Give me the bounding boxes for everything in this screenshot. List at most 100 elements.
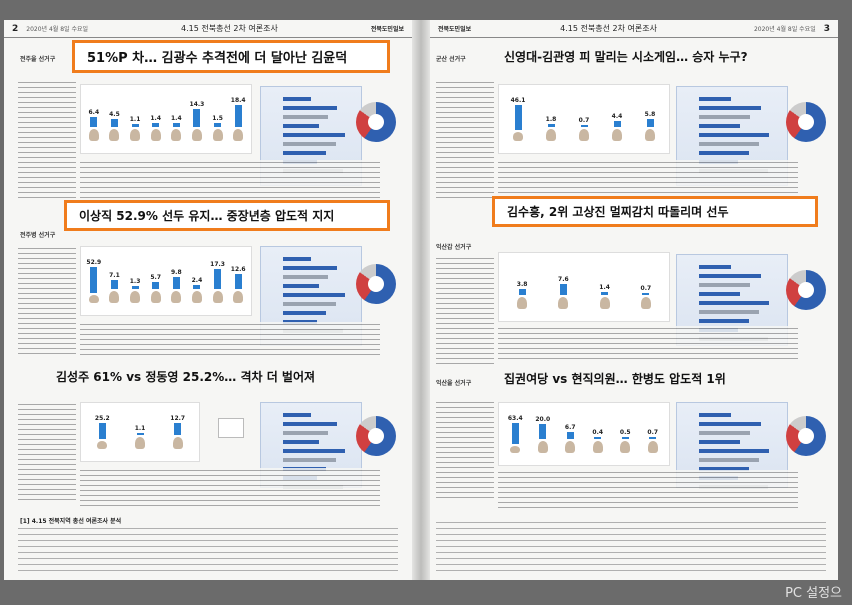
demographic-bar xyxy=(699,458,759,462)
bar xyxy=(649,437,657,439)
paper-name: 전북도민일보 xyxy=(370,26,404,33)
candidate-photo xyxy=(517,297,528,309)
page-header: 2 2020년 4월 8일 수요일 4.15 전북총선 2차 여론조사 전북도민… xyxy=(4,20,412,38)
page-gutter xyxy=(412,20,430,580)
bar xyxy=(559,283,567,295)
chart-bar-item: 18.4 xyxy=(229,97,247,141)
bar xyxy=(594,437,602,439)
ballot-box-image xyxy=(218,418,244,438)
bar-value-label: 12.6 xyxy=(230,265,246,273)
chart-bar-item: 7.6 xyxy=(544,265,582,309)
bar-chart: 46.1 1.8 0.7 4.4 5.8 xyxy=(498,84,670,154)
bar xyxy=(110,280,118,289)
bar-chart: 3.8 7.6 1.4 0.7 xyxy=(498,252,670,322)
demographic-bar xyxy=(699,292,740,296)
article-text xyxy=(18,246,76,356)
candidate-photo xyxy=(212,129,223,141)
article-text xyxy=(498,470,798,510)
candidate-photo xyxy=(546,129,556,141)
bar xyxy=(214,269,222,289)
bar-value-label: 1.4 xyxy=(599,284,610,292)
candidate-photo xyxy=(592,441,603,453)
demographic-bar xyxy=(699,274,761,278)
chart-bar-item: 1.8 xyxy=(536,97,566,141)
chart-bar-item: 2.4 xyxy=(188,259,206,303)
demographic-bar xyxy=(283,124,319,128)
candidate-photo xyxy=(88,129,99,141)
demographic-bar xyxy=(283,293,345,297)
demographic-bar xyxy=(283,275,328,279)
watermark-text: PC 설정으 xyxy=(785,586,842,601)
candidate-photo xyxy=(150,291,161,303)
candidate-photo xyxy=(565,441,576,453)
bar-value-label: 7.1 xyxy=(109,272,120,280)
demographic-bar xyxy=(699,124,740,128)
chart-bar-item: 25.2 xyxy=(85,415,120,449)
bar-value-label: 0.4 xyxy=(592,429,604,436)
bar xyxy=(172,277,180,289)
demographic-bar xyxy=(283,431,328,435)
chart-bar-item: 12.6 xyxy=(229,259,247,303)
chart-bar-item: 52.9 xyxy=(85,259,103,303)
chart-bars: 3.8 7.6 1.4 0.7 xyxy=(503,265,665,309)
candidate-photo xyxy=(537,441,548,453)
bar xyxy=(646,119,654,127)
demographic-bar xyxy=(699,142,759,146)
bar-value-label: 1.5 xyxy=(212,115,223,123)
demographic-bar xyxy=(699,431,750,435)
demographic-bar xyxy=(699,310,759,314)
left-page: 2 2020년 4월 8일 수요일 4.15 전북총선 2차 여론조사 전북도민… xyxy=(4,20,412,580)
demographic-bar xyxy=(699,301,769,305)
page-header: 전북도민일보 4.15 전북총선 2차 여론조사 2020년 4월 8일 수요일… xyxy=(430,20,838,38)
donut-chart xyxy=(356,416,396,456)
demographic-bar xyxy=(283,97,311,101)
chart-bar-item: 1.1 xyxy=(126,97,144,141)
bar-value-label: 1.1 xyxy=(129,115,141,123)
article-text xyxy=(80,468,380,508)
demographic-bar xyxy=(283,302,336,306)
article-headline: 김수흥, 2위 고상진 멀찌감치 따돌리며 선두 xyxy=(492,196,818,227)
bar-value-label: 1.1 xyxy=(134,424,146,432)
bar xyxy=(174,423,182,435)
bar-value-label: 1.3 xyxy=(129,278,141,286)
demographic-bar xyxy=(283,422,337,426)
bar xyxy=(136,432,144,435)
candidate-photo xyxy=(212,291,223,303)
district-label: 익산을 선거구 xyxy=(436,380,472,387)
chart-bar-item: 5.8 xyxy=(635,97,665,141)
district-label: 전주병 선거구 xyxy=(20,232,56,239)
chart-bar-item: 14.3 xyxy=(188,97,206,141)
demographic-bar xyxy=(699,97,731,101)
candidate-photo xyxy=(109,129,120,141)
article-headline: 51%P 차… 김광수 추격전에 더 달아난 김윤덕 xyxy=(72,40,390,73)
demographic-bar xyxy=(699,265,731,269)
bar xyxy=(152,123,160,127)
bar-value-label: 46.1 xyxy=(510,97,526,104)
bar-value-label: 12.7 xyxy=(170,415,186,422)
article-text xyxy=(498,326,798,362)
candidate-photo xyxy=(233,291,244,303)
chart-bar-item: 1.3 xyxy=(126,259,144,303)
candidate-photo xyxy=(171,291,182,303)
demographic-bar xyxy=(699,133,769,137)
candidate-photo xyxy=(109,291,120,303)
candidate-photo xyxy=(513,132,523,141)
chart-bar-item: 17.3 xyxy=(209,259,227,303)
chart-bar-item: 4.4 xyxy=(602,97,632,141)
bar-value-label: 5.7 xyxy=(150,273,161,281)
page-number: 2 xyxy=(12,23,19,34)
chart-bar-item: 0.7 xyxy=(627,265,665,309)
candidate-photo xyxy=(130,129,141,141)
article-text xyxy=(80,322,380,358)
donut-chart xyxy=(786,102,826,142)
bar-value-label: 6.4 xyxy=(88,109,100,116)
article-text xyxy=(436,80,494,200)
bar-value-label: 6.7 xyxy=(564,423,576,431)
header-title: 4.15 전북총선 2차 여론조사 xyxy=(560,24,657,33)
demographic-bar xyxy=(283,311,326,315)
demographic-bar xyxy=(699,151,749,155)
bar-value-label: 25.2 xyxy=(94,415,110,422)
candidate-photo xyxy=(640,297,651,309)
demographic-bar xyxy=(283,142,336,146)
bar xyxy=(580,125,588,127)
